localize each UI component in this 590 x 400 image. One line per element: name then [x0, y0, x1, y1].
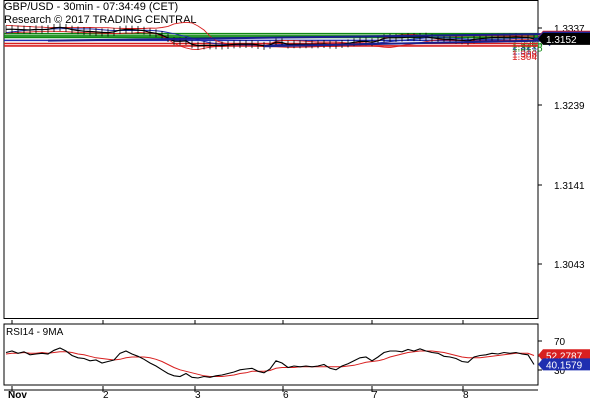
chart-header-title: GBP/USD - 30min - 07:34:49 (CET)	[4, 1, 179, 13]
rsi-tag-rsi: 40.1579	[546, 360, 583, 371]
x-tick-label: 7	[372, 390, 378, 400]
x-tick-label: 3	[195, 390, 201, 400]
rsi-tag-rsi-bg	[538, 358, 590, 371]
rsi-tick-label: 30	[554, 366, 566, 377]
price-tag-last: 1.3152	[546, 35, 577, 46]
x-tick-label: 2	[103, 390, 109, 400]
rsi-series-rsi	[5, 347, 535, 379]
y-tick-label: 1.3043	[554, 260, 585, 271]
y-tick-label: 1.3141	[554, 181, 585, 192]
price-tag-last-bg	[538, 32, 590, 45]
rsi-tag-rsi_ma-bg	[538, 349, 590, 362]
chart-frame	[3, 0, 539, 391]
rsi-panel-title: RSI14 - 9MA	[6, 327, 64, 338]
x-tick-label: 6	[283, 390, 289, 400]
channel-lower-line	[263, 39, 559, 48]
channel-upper-line	[47, 32, 559, 42]
level-label-support: 1.308	[512, 50, 537, 61]
level-label-resistance: 1.32	[512, 42, 532, 53]
level-label-resistance: 1.3205	[512, 40, 543, 51]
x-tick-label: Nov	[8, 390, 27, 400]
level-label-resistance: 1.3175	[512, 44, 543, 55]
level-label-pivot: 1.313	[512, 46, 537, 57]
chart-axes: 1.33371.32391.31411.3043705030Nov23678RS…	[6, 24, 585, 400]
chart-header-copyright: Research © 2017 TRADING CENTRAL	[4, 14, 197, 26]
rsi-tag-rsi_ma: 52.2787	[546, 351, 583, 362]
x-tick-label: 8	[463, 390, 469, 400]
rsi-tick-label: 70	[554, 337, 566, 348]
price-panel-frame	[3, 0, 539, 319]
rsi-series-rsi_ma	[5, 350, 535, 377]
rsi-panel-frame	[3, 323, 539, 386]
level-label-support: 1.304	[512, 52, 537, 63]
y-tick-label: 1.3239	[554, 101, 585, 112]
y-tick-label: 1.3337	[554, 24, 585, 35]
chart-series	[5, 21, 535, 379]
